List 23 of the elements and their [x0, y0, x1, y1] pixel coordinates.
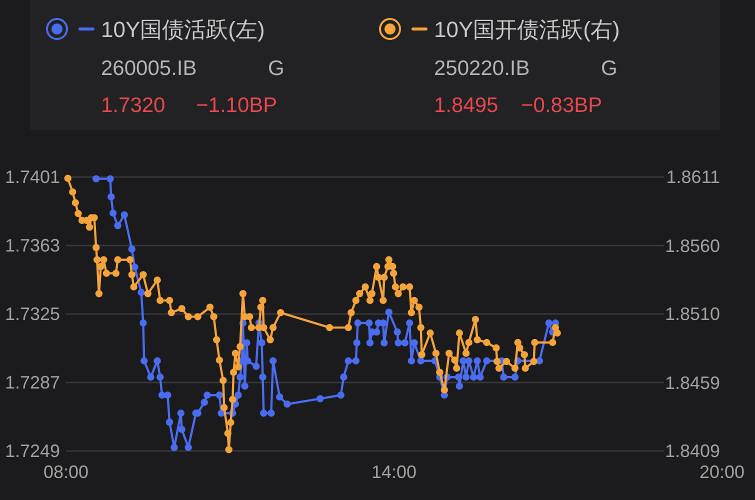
y2-tick-label: 1.8560: [664, 236, 720, 256]
y2-tick-label: 1.8611: [666, 167, 720, 187]
y2-tick-label: 1.8409: [664, 441, 720, 461]
y2-tick-label: 1.8459: [664, 373, 720, 394]
y-tick-label: 1.7401: [4, 167, 60, 187]
text: −0.83BP: [521, 94, 602, 117]
text: 250220.IB: [434, 57, 530, 80]
text: 1.8495: [434, 94, 498, 117]
x-tick-label: 08:00: [43, 462, 89, 482]
y-tick-label: 1.7363: [4, 236, 60, 256]
text: 1.7320: [101, 94, 166, 117]
legend-label: 10Y国债活跃(左): [101, 17, 265, 42]
text: G: [268, 57, 284, 80]
legend-label: 10Y国开债活跃(右): [434, 17, 620, 42]
x-tick-label: 14:00: [371, 462, 417, 482]
y2-tick-label: 1.8510: [664, 304, 720, 324]
text: G: [601, 57, 618, 80]
y-tick-label: 1.7249: [4, 441, 60, 461]
y-tick-label: 1.7287: [4, 372, 60, 392]
text: −1.10BP: [196, 94, 278, 117]
y-tick-label: 1.7325: [4, 304, 60, 324]
text: 260005.IB: [101, 57, 197, 80]
x-tick-label: 20:00: [699, 462, 745, 482]
